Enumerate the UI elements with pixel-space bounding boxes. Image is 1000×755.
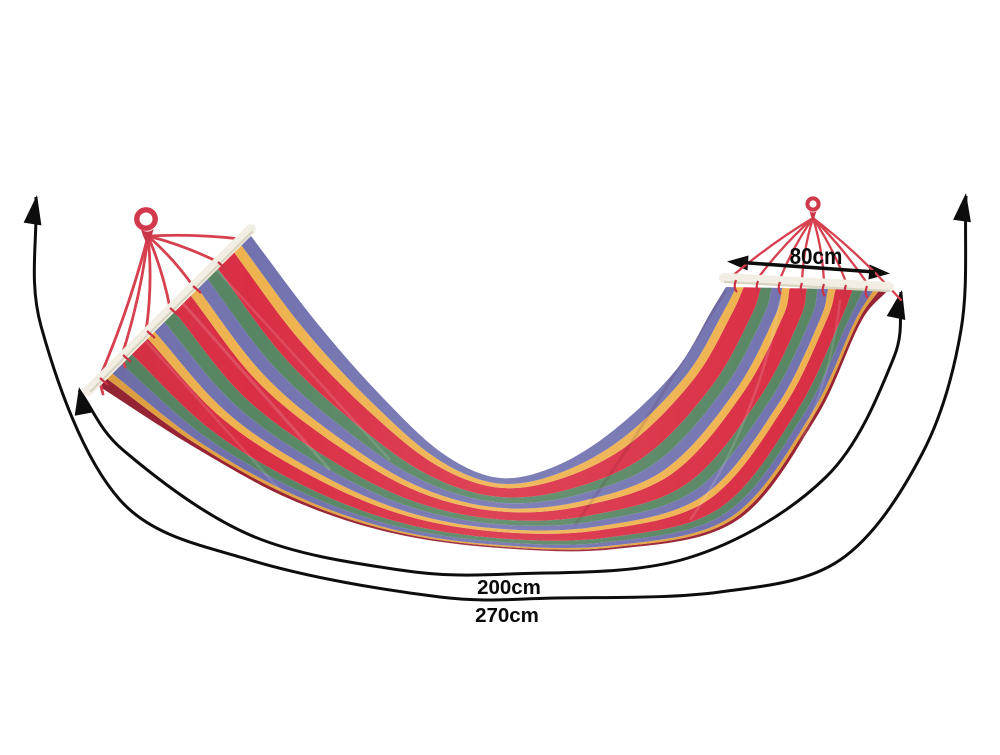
svg-text:270cm: 270cm bbox=[475, 604, 539, 627]
svg-text:80cm: 80cm bbox=[790, 243, 843, 270]
svg-text:200cm: 200cm bbox=[477, 576, 541, 599]
